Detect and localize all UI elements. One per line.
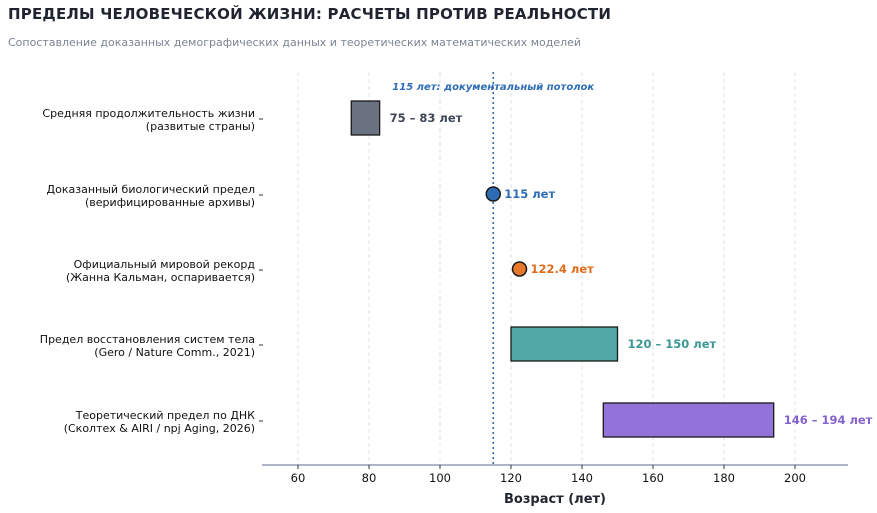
row-label: Официальный мировой рекорд [74, 258, 256, 271]
value-label: 120 – 150 лет [628, 337, 717, 351]
x-tick-label: 120 [500, 471, 522, 485]
row-label: Доказанный биологический предел [47, 183, 255, 196]
row-sublabel: (Сколтех & AIRI / npj Aging, 2026) [64, 422, 255, 435]
x-tick-label: 100 [429, 471, 451, 485]
x-tick-label: 160 [642, 471, 664, 485]
point-marker [485, 186, 501, 202]
x-tick-label: 80 [362, 471, 377, 485]
x-tick-label: 200 [784, 471, 806, 485]
row-sublabel: (Жанна Кальман, оспаривается) [66, 271, 255, 284]
x-tick-label: 60 [291, 471, 306, 485]
range-bar [510, 326, 619, 362]
chart-title: ПРЕДЕЛЫ ЧЕЛОВЕЧЕСКОЙ ЖИЗНИ: РАСЧЕТЫ ПРОТ… [8, 5, 612, 23]
row-sublabel: (развитые страны) [146, 120, 255, 133]
chart-subtitle: Сопоставление доказанных демографических… [8, 36, 582, 49]
chart-rows: Средняя продолжительность жизни(развитые… [40, 100, 873, 438]
row-sublabel: (Gero / Nature Comm., 2021) [94, 346, 255, 359]
value-label: 115 лет [504, 187, 555, 201]
chart-row: Официальный мировой рекорд(Жанна Кальман… [66, 258, 594, 284]
chart-row: Предел восстановления систем тела(Gero /… [40, 326, 717, 362]
reference-line-group: 115 лет: документальный потолок [392, 72, 594, 465]
x-axis-label: Возраст (лет) [504, 492, 606, 507]
row-label: Средняя продолжительность жизни [42, 107, 255, 120]
point-marker [511, 261, 528, 277]
row-label: Предел восстановления систем тела [40, 333, 255, 346]
range-bar [350, 100, 381, 136]
chart-row: Теоретический предел по ДНК(Сколтех & AI… [64, 402, 873, 438]
value-label: 75 – 83 лет [390, 111, 463, 125]
x-tick-label: 140 [571, 471, 593, 485]
row-sublabel: (верифицированные архивы) [85, 196, 255, 209]
row-label: Теоретический предел по ДНК [75, 409, 255, 422]
range-bar [602, 402, 775, 438]
value-label: 122.4 лет [531, 262, 595, 276]
reference-line-label: 115 лет: документальный потолок [392, 82, 594, 93]
value-label: 146 – 194 лет [784, 413, 873, 427]
x-tick-label: 180 [713, 471, 735, 485]
x-axis: 60 80 100 120 140 160 180 200 [262, 464, 848, 485]
chart-row: Доказанный биологический предел(верифици… [47, 183, 556, 209]
chart-row: Средняя продолжительность жизни(развитые… [42, 100, 463, 136]
grid-lines [297, 72, 796, 465]
